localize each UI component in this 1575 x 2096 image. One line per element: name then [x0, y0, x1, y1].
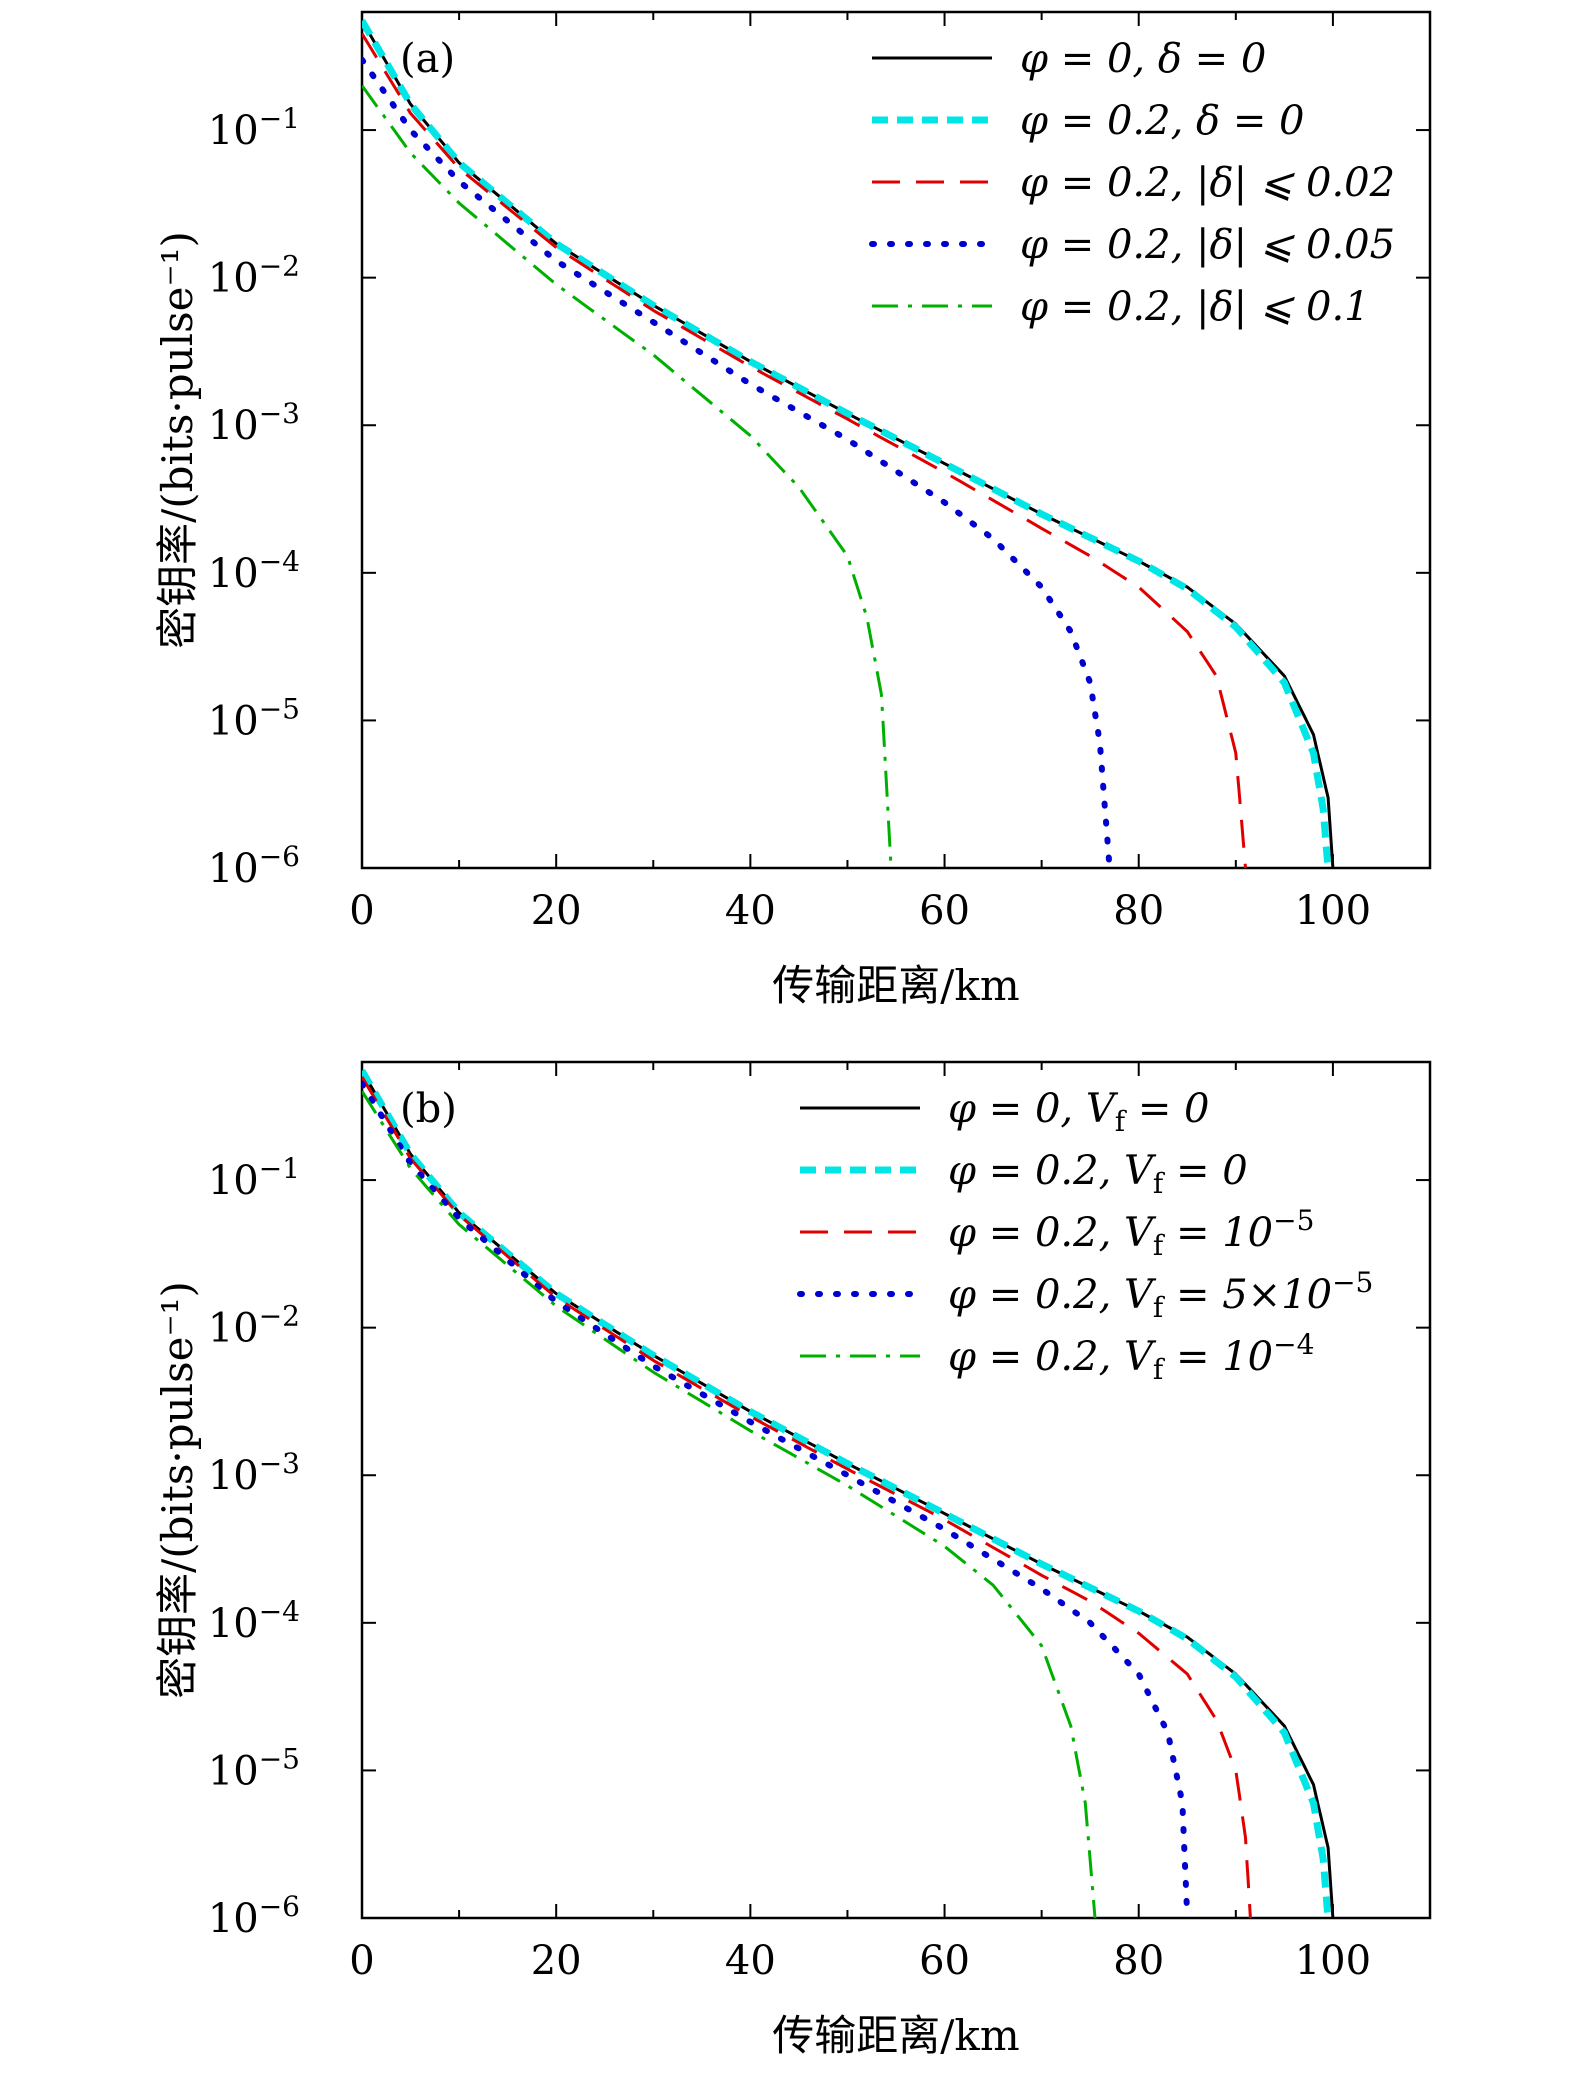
y-tick-label: 10−1 — [208, 102, 300, 154]
legend-label: φ = 0.2, Vf = 10−5 — [948, 1204, 1314, 1262]
y-tick-label: 10−6 — [208, 1890, 300, 1942]
y-axis-title: 密钥率/(bits·pulse⁻¹) — [153, 231, 202, 649]
series-line-2 — [362, 19, 1332, 868]
series-line-2 — [362, 1069, 1332, 1918]
legend-label: φ = 0.2, |δ| ⩽ 0.1 — [1020, 284, 1370, 330]
x-tick-label: 100 — [1295, 888, 1371, 934]
x-tick-label: 20 — [531, 1938, 582, 1984]
panel-label: (a) — [400, 36, 455, 82]
x-tick-label: 20 — [531, 888, 582, 934]
plot-frame — [360, 1060, 1432, 1920]
x-tick-label: 60 — [919, 888, 970, 934]
x-axis-title: 传输距离/km — [772, 2011, 1019, 2060]
y-tick-label: 10−5 — [208, 1742, 300, 1794]
legend-label: φ = 0, Vf = 0 — [948, 1086, 1210, 1138]
legend-label: φ = 0.2, δ = 0 — [1020, 98, 1305, 144]
y-tick-label: 10−2 — [208, 1300, 300, 1352]
legend: φ = 0, δ = 0 φ = 0.2, δ = 0 φ = 0.2, |δ| ⩽… — [869, 36, 1395, 330]
x-tick-label: 40 — [725, 1938, 776, 1984]
chart-panel-b: 0 20 40 60 80 100 10−1 10−2 10−3 10−4 10−5 10−6 传输距离… — [153, 1060, 1432, 2060]
legend-label: φ = 0.2, Vf = 0 — [948, 1148, 1248, 1200]
legend-label: φ = 0, δ = 0 — [1020, 36, 1266, 82]
y-tick-label: 10−2 — [208, 250, 300, 302]
series-line-3 — [362, 1076, 1252, 1918]
series-line-4 — [362, 56, 1113, 868]
x-tick-label: 40 — [725, 888, 776, 934]
legend-label: φ = 0.2, Vf = 5×10−5 — [948, 1266, 1373, 1324]
x-tick-label: 0 — [349, 888, 374, 934]
y-tick-label: 10−3 — [208, 1447, 300, 1499]
y-tick-label: 10−5 — [208, 692, 300, 744]
x-tick-label: 80 — [1113, 888, 1164, 934]
legend-label: φ = 0.2, |δ| ⩽ 0.02 — [1020, 160, 1395, 206]
series-line-1 — [362, 20, 1335, 868]
series-line-3 — [362, 32, 1247, 868]
y-tick-label: 10−6 — [208, 840, 300, 892]
series-line-4 — [362, 1080, 1191, 1918]
y-tick-label: 10−3 — [208, 397, 300, 449]
y-tick-label: 10−4 — [208, 1595, 300, 1647]
x-tick-label: 80 — [1113, 1938, 1164, 1984]
series-line-1 — [362, 1070, 1335, 1918]
legend-label: φ = 0.2, |δ| ⩽ 0.05 — [1020, 222, 1395, 268]
chart-panel-a: 0 20 40 60 80 100 10−1 10−2 10−3 10−4 10−5 10−6 传输距离… — [153, 10, 1432, 1010]
legend: φ = 0, Vf = 0φ = 0.2, Vf = 0φ = 0.2, Vf … — [797, 1086, 1373, 1386]
x-tick-label: 60 — [919, 1938, 970, 1984]
plot-frame — [360, 10, 1432, 870]
series-line-5 — [362, 1090, 1097, 1918]
x-axis-title: 传输距离/km — [772, 961, 1019, 1010]
panel-label: (b) — [400, 1086, 457, 1132]
series-line-5 — [362, 84, 893, 868]
x-tick-label: 100 — [1295, 1938, 1371, 1984]
x-tick-label: 0 — [349, 1938, 374, 1984]
legend-label: φ = 0.2, Vf = 10−4 — [948, 1328, 1314, 1386]
y-tick-label: 10−1 — [208, 1152, 300, 1204]
y-tick-label: 10−4 — [208, 545, 300, 597]
y-axis-title: 密钥率/(bits·pulse⁻¹) — [153, 1281, 202, 1699]
